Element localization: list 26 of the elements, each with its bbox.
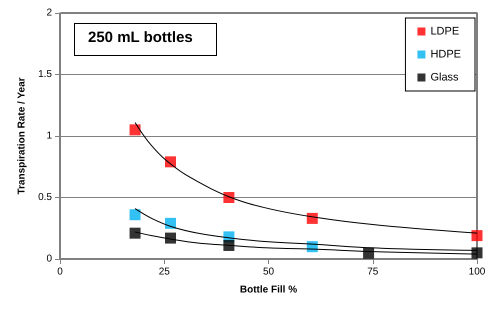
point xyxy=(130,228,141,239)
x-tick-label: 0 xyxy=(57,266,64,278)
point xyxy=(223,192,234,203)
y-axis-title: Transpiration Rate / Year xyxy=(16,77,28,195)
point xyxy=(223,240,234,251)
point xyxy=(472,230,482,242)
y-tick-label: 2 xyxy=(46,8,52,18)
point xyxy=(472,247,482,258)
x-tick-label: 75 xyxy=(367,266,379,278)
y-tick-label: 0.5 xyxy=(38,192,52,203)
point xyxy=(306,212,318,224)
point xyxy=(165,232,176,244)
legend-label: HDPE xyxy=(430,48,461,60)
legend-label: Glass xyxy=(430,72,460,84)
x-axis-title: Bottle Fill % xyxy=(240,284,298,296)
point xyxy=(165,218,176,229)
x-tick-label: 100 xyxy=(468,266,486,278)
x-tick-label: 50 xyxy=(262,266,274,278)
y-tick-label: 1.5 xyxy=(38,69,52,80)
y-tick-label: 1 xyxy=(46,130,52,142)
text: 250 mL bottles xyxy=(88,29,193,46)
point xyxy=(130,124,141,136)
legend-label: LDPE xyxy=(430,26,460,38)
x-tick-label: 25 xyxy=(158,266,170,278)
point xyxy=(130,209,141,220)
y-tick-label: 0 xyxy=(46,254,52,264)
